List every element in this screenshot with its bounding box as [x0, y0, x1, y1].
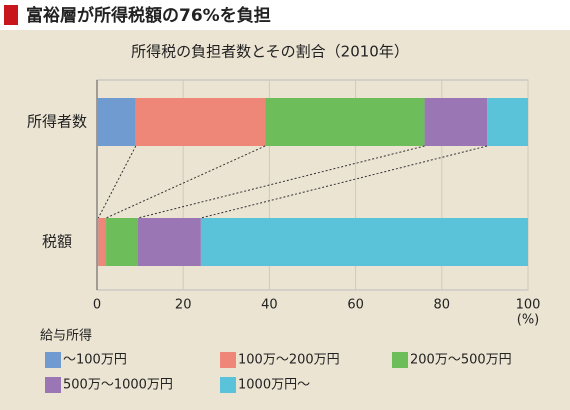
x-tick-label: 0 [93, 298, 101, 313]
legend-label: 200万～500万円 [410, 353, 512, 368]
legend-label: 500万～1000万円 [63, 378, 173, 393]
x-tick-label: 40 [261, 298, 278, 313]
bar-segment [200, 218, 528, 266]
chart-title: 所得税の負担者数とその割合（2010年） [131, 43, 409, 61]
connector [97, 145, 137, 219]
bar-segment [106, 218, 138, 266]
x-tick-label: 100 [516, 298, 541, 313]
bar-segment [97, 218, 99, 266]
y-tick-label: 税額 [42, 233, 72, 251]
bar-segment [137, 218, 201, 266]
header-band [0, 0, 570, 30]
x-tick-label: 60 [347, 298, 364, 313]
x-axis-label: (%) [517, 313, 540, 328]
bar-segment [97, 98, 136, 146]
legend-label: 100万～200万円 [238, 353, 340, 368]
legend-title: 給与所得 [40, 328, 92, 344]
legend-swatch [45, 377, 61, 393]
bar-segment [487, 98, 528, 146]
y-tick-label: 所得者数 [27, 113, 87, 131]
header-marker [4, 5, 18, 25]
connector [137, 145, 425, 219]
connector [200, 145, 488, 219]
legend-swatch [392, 352, 408, 368]
legend-label: ～100万円 [63, 353, 127, 368]
legend-swatch [220, 352, 236, 368]
bar-segment [424, 98, 488, 146]
bar-segment [265, 98, 425, 146]
header: 富裕層が所得税額の76%を負担 [26, 5, 271, 26]
bar-segment [98, 218, 107, 266]
legend-swatch [220, 377, 236, 393]
legend-swatch [45, 352, 61, 368]
bar-segment [135, 98, 266, 146]
x-tick-label: 20 [175, 298, 192, 313]
connector [105, 145, 266, 219]
legend-label: 1000万円～ [238, 378, 310, 393]
x-tick-label: 80 [434, 298, 451, 313]
